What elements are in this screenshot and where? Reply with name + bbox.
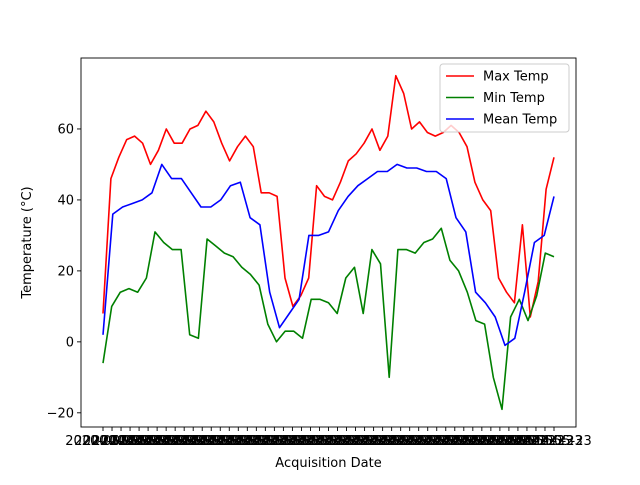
- x-tick-label-21: 2020-05-23: [255, 434, 331, 449]
- x-tick-label-29: 2020-05-23: [327, 434, 403, 449]
- x-tick-label-34: 2020-05-23: [372, 434, 448, 449]
- x-tick-label-25: 2020-05-23: [291, 434, 367, 449]
- series-line-1: [102, 227, 555, 411]
- x-axis-label: Acquisition Date: [275, 456, 381, 471]
- x-tick-label-37: 2020-05-23: [399, 434, 475, 449]
- x-tick-label-28: 2020-05-23: [318, 434, 394, 449]
- x-tick-label-27: 2020-05-23: [309, 434, 385, 449]
- x-tick-label-32: 2020-05-23: [354, 434, 430, 449]
- x-tick-label-38: 2020-05-23: [408, 434, 484, 449]
- x-tick-label-6: 2020-05-23: [119, 434, 195, 449]
- legend-label-2: Mean Temp: [483, 113, 557, 128]
- x-tick-label-20: 2020-05-23: [246, 434, 322, 449]
- x-tick-label-49: 2020-05-23: [507, 434, 583, 449]
- x-tick-label-10: 2020-05-23: [155, 434, 231, 449]
- series-line-2: [102, 163, 555, 347]
- legend-label-1: Min Temp: [483, 91, 545, 106]
- x-tick-label-35: 2020-05-23: [381, 434, 457, 449]
- x-tick-label-41: 2020-05-23: [435, 434, 511, 449]
- x-tick-label-48: 2020-05-23: [498, 434, 574, 449]
- x-tick-label-16: 2020-05-23: [210, 434, 286, 449]
- x-tick-label-24: 2020-05-23: [282, 434, 358, 449]
- x-tick-label-15: 2020-05-23: [201, 434, 277, 449]
- x-tick-label-7: 2020-05-23: [128, 434, 204, 449]
- x-tick-label-3: 2020-05-23: [92, 434, 168, 449]
- x-tick-label-5: 2020-05-23: [110, 434, 186, 449]
- legend-label-0: Max Temp: [483, 70, 549, 85]
- x-tick-label-22: 2020-05-23: [264, 434, 340, 449]
- x-tick-label-39: 2020-05-23: [417, 434, 493, 449]
- x-tick-label-14: 2020-05-23: [191, 434, 267, 449]
- x-tick-label-2: 2020-05-23: [83, 434, 159, 449]
- x-tick-label-43: 2020-05-23: [453, 434, 529, 449]
- x-tick-label-9: 2020-05-23: [146, 434, 222, 449]
- x-tick-label-50: 2020-05-23: [516, 434, 592, 449]
- axes: −2002040602020-05-232020-05-232020-05-23…: [47, 57, 592, 449]
- x-tick-label-36: 2020-05-23: [390, 434, 466, 449]
- x-tick-label-40: 2020-05-23: [426, 434, 502, 449]
- legend: Max Temp Min Temp Mean Temp: [439, 63, 570, 133]
- x-tick-label-44: 2020-05-23: [462, 434, 538, 449]
- y-tick-label-2: 20: [57, 264, 74, 279]
- x-tick-label-26: 2020-05-23: [300, 434, 376, 449]
- y-tick-label-0: −20: [47, 406, 74, 421]
- x-tick-label-42: 2020-05-23: [444, 434, 520, 449]
- plot-area: [102, 74, 555, 411]
- x-tick-label-47: 2020-05-23: [489, 434, 565, 449]
- x-tick-label-4: 2020-05-23: [101, 434, 177, 449]
- x-tick-label-23: 2020-05-23: [273, 434, 349, 449]
- x-tick-label-12: 2020-05-23: [173, 434, 249, 449]
- x-tick-label-19: 2020-05-23: [237, 434, 313, 449]
- y-tick-label-3: 40: [57, 193, 74, 208]
- legend-box: [439, 63, 570, 133]
- x-tick-label-30: 2020-05-23: [336, 434, 412, 449]
- x-tick-label-13: 2020-05-23: [182, 434, 258, 449]
- x-tick-label-45: 2020-05-23: [471, 434, 547, 449]
- x-tick-label-18: 2020-05-23: [228, 434, 304, 449]
- y-tick-label-1: 0: [66, 335, 74, 350]
- x-tick-label-17: 2020-05-23: [219, 434, 295, 449]
- x-tick-label-33: 2020-05-23: [363, 434, 439, 449]
- y-tick-label-4: 60: [57, 122, 74, 137]
- x-tick-label-8: 2020-05-23: [137, 434, 213, 449]
- x-tick-label-1: 2020-05-23: [74, 434, 150, 449]
- x-tick-label-0: 2020-05-23: [65, 434, 141, 449]
- y-axis-label: Temperature (°C): [20, 186, 35, 299]
- x-tick-label-31: 2020-05-23: [345, 434, 421, 449]
- x-tick-label-46: 2020-05-23: [480, 434, 556, 449]
- x-tick-label-11: 2020-05-23: [164, 434, 240, 449]
- series-line-0: [102, 74, 555, 318]
